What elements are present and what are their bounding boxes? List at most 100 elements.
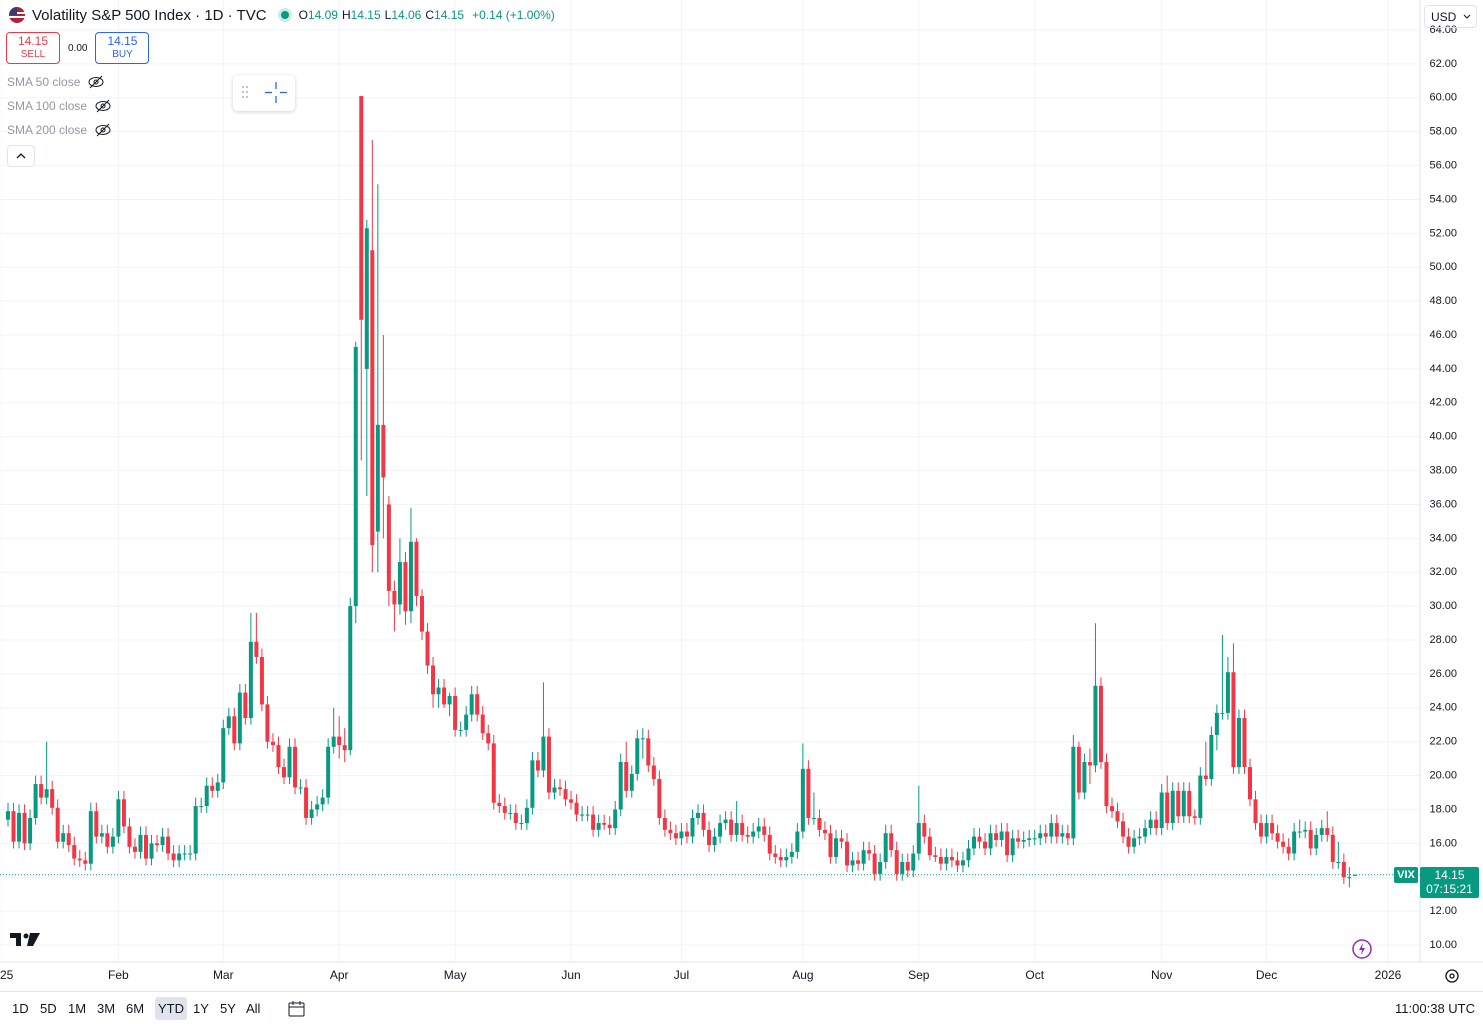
candle-body (353, 346, 358, 607)
candle-body (629, 773, 634, 791)
y-tick-label: 64.00 (1429, 24, 1457, 36)
candle-body (1170, 790, 1175, 824)
indicator-label: SMA 200 close (7, 123, 88, 137)
range-button[interactable]: YTD (155, 997, 187, 1020)
y-tick-label: 10.00 (1429, 939, 1457, 951)
indicator-row[interactable]: SMA 50 close (7, 75, 104, 89)
candle-body (486, 733, 491, 744)
lightning-button[interactable] (1352, 939, 1372, 959)
candle-body (1203, 775, 1208, 779)
hidden-icon[interactable] (88, 75, 104, 89)
candle-body (1049, 823, 1054, 837)
candle-body (121, 799, 126, 827)
y-tick-label: 58.00 (1429, 126, 1457, 138)
candle-body (552, 787, 557, 793)
range-button[interactable]: 3M (97, 1001, 116, 1016)
candle-body (949, 856, 954, 861)
candle-body (607, 824, 612, 829)
range-button[interactable]: 1Y (193, 1001, 209, 1016)
candle-body (696, 812, 700, 818)
candle-body (166, 836, 171, 854)
candle-body (1093, 685, 1098, 766)
range-button[interactable]: 5Y (220, 1001, 236, 1016)
spread: 0.00 (68, 42, 88, 54)
candle-body (983, 841, 988, 849)
range-button[interactable]: 5D (40, 1001, 57, 1016)
x-tick-label: Sep (908, 968, 930, 982)
y-tick-label: 22.00 (1429, 736, 1457, 748)
candle-body (624, 762, 629, 791)
candle-body (1286, 846, 1291, 854)
candle-body (679, 831, 684, 839)
symbol-tag: VIX (1394, 866, 1418, 883)
y-tick-label: 24.00 (1429, 702, 1457, 714)
candle-body (905, 862, 910, 871)
candle-body (254, 641, 259, 657)
candle-body (50, 789, 55, 808)
currency-select[interactable]: USD (1424, 5, 1477, 28)
symbol-title[interactable]: Volatility S&P 500 Index · 1D · TVC (32, 6, 267, 24)
candle-body (375, 424, 380, 532)
candle-body (773, 853, 778, 857)
candle-body (822, 829, 827, 834)
candle-body (447, 695, 452, 705)
goto-date-button[interactable] (287, 1000, 307, 1018)
candle-body (1071, 746, 1076, 839)
settings-button[interactable] (1445, 969, 1459, 983)
candle-body (1319, 828, 1324, 835)
sell-button[interactable]: 14.15 SELL (6, 32, 60, 64)
ohlc-key: O (298, 8, 308, 22)
range-button[interactable]: All (246, 1001, 261, 1016)
candle-body (1308, 829, 1313, 849)
candle-body (99, 833, 104, 837)
candle-body (845, 841, 850, 866)
candle-body (673, 833, 678, 839)
collapse-button[interactable] (7, 145, 35, 167)
candle-body (1115, 811, 1120, 822)
buy-button[interactable]: 14.15 BUY (95, 32, 150, 64)
floating-toolbar[interactable] (233, 75, 295, 111)
range-button[interactable]: 1M (68, 1001, 87, 1016)
candle-body (1297, 831, 1302, 833)
hidden-icon[interactable] (95, 99, 111, 113)
candle-body (1065, 833, 1070, 839)
candle-body (403, 562, 408, 612)
candle-body (734, 823, 739, 835)
candle-body (867, 850, 872, 854)
y-tick-label: 44.00 (1429, 363, 1457, 375)
candle-body (414, 541, 419, 596)
candle-body (11, 811, 16, 842)
ohlc-key: H (341, 8, 351, 22)
candle-body (972, 836, 976, 849)
x-tick-label: 25 (0, 968, 14, 982)
x-tick-label: Oct (1025, 968, 1044, 982)
indicator-row[interactable]: SMA 200 close (7, 123, 111, 137)
candle-body (513, 812, 518, 824)
candle-body (83, 860, 88, 864)
ohlc-key: C (425, 8, 435, 22)
candle-body (1054, 823, 1059, 837)
candle-body (1253, 799, 1258, 824)
chart: 10.0012.0014.0016.0018.0020.0022.0024.00… (0, 0, 1483, 983)
range-button[interactable]: 6M (126, 1001, 145, 1016)
range-button[interactable]: 1D (12, 1001, 29, 1016)
indicator-label: SMA 100 close (7, 99, 88, 113)
candle-body (977, 836, 982, 842)
y-tick-label: 50.00 (1429, 261, 1457, 273)
candle-body (640, 738, 645, 740)
candle-body (767, 834, 772, 854)
candle-body (337, 736, 342, 746)
candle-body (834, 838, 838, 857)
candle-body (960, 860, 965, 866)
hidden-icon[interactable] (95, 123, 111, 137)
candle-body (613, 809, 618, 829)
candle-body (955, 860, 960, 866)
y-tick-label: 20.00 (1429, 770, 1457, 782)
candle-body (1110, 806, 1114, 812)
candle-body (789, 851, 794, 857)
candle-body (420, 595, 424, 632)
y-tick-label: 34.00 (1429, 532, 1457, 544)
indicator-row[interactable]: SMA 100 close (7, 99, 111, 113)
candle-body (646, 738, 651, 766)
candle-body (66, 833, 71, 846)
